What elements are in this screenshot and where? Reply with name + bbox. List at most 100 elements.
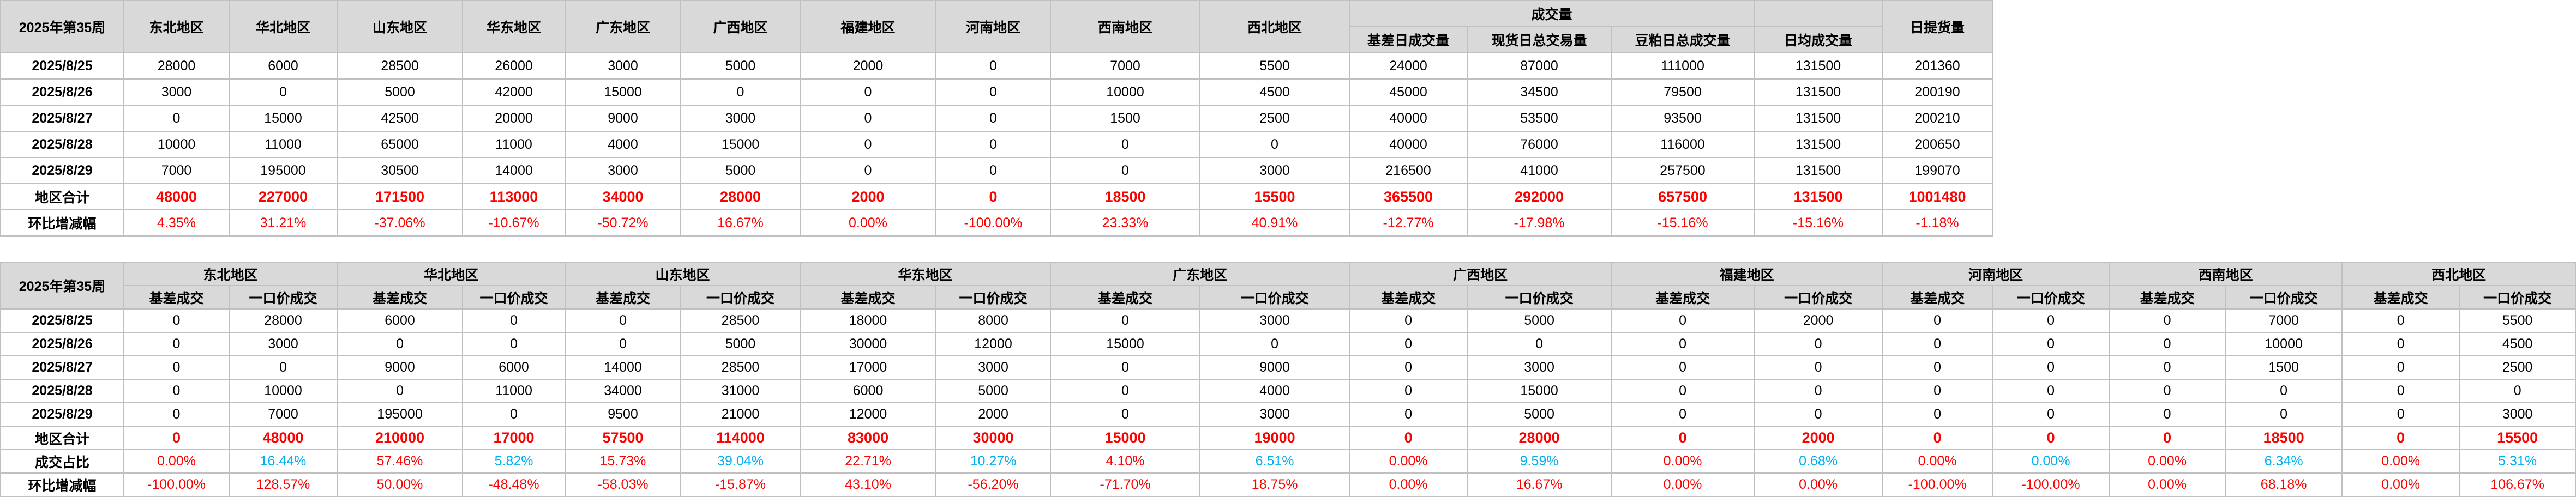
cell-value: 7000	[1050, 52, 1200, 80]
cell-value: 0.00%	[2109, 472, 2226, 497]
cell-value: 45000	[1349, 78, 1468, 106]
row-label: 地区合计	[0, 183, 124, 210]
cell-value: 201360	[1882, 52, 1993, 80]
cell-value: 43.10%	[800, 472, 937, 497]
cell-value: 0	[1992, 355, 2110, 380]
column-header-volume: 基差日成交量	[1349, 26, 1468, 53]
cell-value: -12.77%	[1349, 209, 1468, 237]
cell-value: 0	[1992, 308, 2110, 333]
row-label: 2025/8/28	[0, 131, 124, 158]
cell-value: -17.98%	[1467, 209, 1612, 237]
cell-value: 7000	[2225, 308, 2343, 333]
cell-value: 12000	[935, 332, 1052, 356]
cell-value: 0	[1611, 402, 1755, 427]
cell-value: 0	[123, 426, 230, 450]
cell-value: -71.70%	[1050, 472, 1201, 497]
cell-value: 15000	[1467, 379, 1612, 403]
regional-deal-type-table: 2025年第35周 东北地区 华北地区 山东地区 华东地区 广东地区 广西地区 福建地区 河南地…	[0, 262, 2576, 497]
column-header-pickup: 日提货量	[1882, 0, 1993, 53]
cell-value: 0	[2225, 402, 2343, 427]
row-label: 2025/8/25	[0, 308, 124, 333]
cell-value: 292000	[1467, 183, 1612, 210]
cell-value: 50.00%	[337, 472, 464, 497]
column-header-basis: 基差成交	[565, 285, 682, 310]
cell-value: 0	[1611, 426, 1755, 450]
cell-value: 131500	[1754, 78, 1883, 106]
cell-value: 365500	[1349, 183, 1468, 210]
region-group-header: 华东地区	[800, 262, 1052, 286]
cell-value: 195000	[337, 402, 464, 427]
cell-value: 4500	[2459, 332, 2576, 356]
cell-value: 10000	[1050, 78, 1200, 106]
cell-value: -37.06%	[337, 209, 463, 237]
cell-value: 0	[1050, 157, 1200, 184]
cell-value: 2000	[800, 52, 936, 80]
cell-value: 41000	[1467, 157, 1612, 184]
cell-value: -50.72%	[565, 209, 681, 237]
total-row: 地区合计 0 48000 210000 17000 57500 114000 83000 300…	[0, 426, 2576, 450]
cell-value: 5000	[1467, 308, 1612, 333]
cell-value: 200190	[1882, 78, 1993, 106]
cell-value: 0	[1050, 308, 1201, 333]
change-row: 环比增减幅 -100.00% 128.57% 50.00% -48.48% -58.03%…	[0, 472, 2576, 497]
cell-value: 2500	[2459, 355, 2576, 380]
column-header-basis: 基差成交	[1050, 285, 1201, 310]
cell-value: 2000	[1754, 426, 1883, 450]
cell-value: 5000	[680, 332, 801, 356]
cell-value: 0.00%	[123, 449, 230, 474]
column-header-fixed-price: 一口价成交	[228, 285, 338, 310]
cell-value: 28000	[680, 183, 801, 210]
cell-value: -100.00%	[123, 472, 230, 497]
cell-value: 0.00%	[2341, 449, 2460, 474]
cell-value: 9.59%	[1467, 449, 1612, 474]
cell-value: -100.00%	[1992, 472, 2110, 497]
week-label: 2025年第35周	[0, 0, 124, 53]
column-header-region: 西北地区	[1199, 0, 1350, 53]
column-header-volume: 现货日总交易量	[1467, 26, 1612, 53]
table-row: 2025/8/28 0 10000 0 11000 34000 31000 6000 5000 0…	[0, 379, 2576, 403]
cell-value: 199070	[1882, 157, 1993, 184]
cell-value: -100.00%	[1882, 472, 1993, 497]
cell-value: 53500	[1467, 105, 1612, 132]
cell-value: 0	[1050, 131, 1200, 158]
cell-value: 0	[935, 105, 1051, 132]
cell-value: 15000	[1050, 426, 1201, 450]
column-header-avg-volume: 日均成交量	[1754, 26, 1883, 53]
cell-value: 0	[2109, 426, 2226, 450]
row-label: 2025/8/28	[0, 379, 124, 403]
cell-value: 0	[123, 402, 230, 427]
cell-value: 11000	[462, 131, 566, 158]
cell-value: 0	[1611, 355, 1755, 380]
cell-value: -15.16%	[1754, 209, 1883, 237]
cell-value: 131500	[1754, 157, 1883, 184]
cell-value: 0	[800, 131, 936, 158]
cell-value: 31000	[680, 379, 801, 403]
column-header-fixed-price: 一口价成交	[2459, 285, 2576, 310]
cell-value: 23.33%	[1050, 209, 1200, 237]
cell-value: 0	[1199, 332, 1350, 356]
cell-value: 31.21%	[229, 209, 338, 237]
cell-value: 0	[2341, 402, 2460, 427]
cell-value: 0.00%	[1992, 449, 2110, 474]
cell-value: 111000	[1611, 52, 1755, 80]
row-label: 成交占比	[0, 449, 124, 474]
cell-value: 0.00%	[1754, 472, 1883, 497]
cell-value: 0	[337, 332, 464, 356]
column-header-fixed-price: 一口价成交	[2225, 285, 2343, 310]
cell-value: 4.35%	[123, 209, 230, 237]
cell-value: 0	[935, 183, 1051, 210]
cell-value: 5000	[337, 78, 463, 106]
cell-value: 40.91%	[1199, 209, 1350, 237]
column-header-region: 华东地区	[462, 0, 566, 53]
region-group-header: 河南地区	[1882, 262, 2110, 286]
cell-value: 18500	[2225, 426, 2343, 450]
cell-value: 0	[1882, 308, 1993, 333]
cell-value: 5000	[1467, 402, 1612, 427]
cell-value: 30000	[935, 426, 1052, 450]
cell-value: 0	[800, 78, 936, 106]
cell-value: 0	[800, 105, 936, 132]
header-row: 基差日成交量 现货日总交易量 豆粕日总成交量 日均成交量	[1, 26, 1992, 53]
cell-value: 28000	[123, 52, 230, 80]
empty-header-cell	[1754, 0, 1883, 27]
cell-value: 2000	[1754, 308, 1883, 333]
